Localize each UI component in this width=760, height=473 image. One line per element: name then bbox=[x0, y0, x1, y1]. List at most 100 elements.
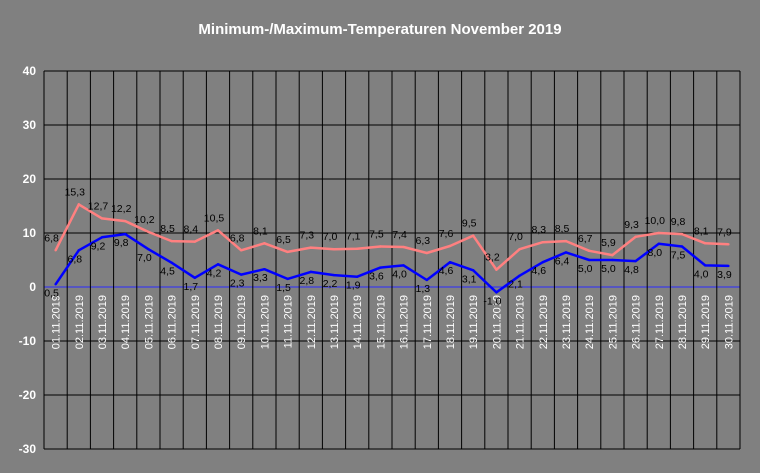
max-data-label: 8,5 bbox=[555, 223, 570, 235]
min-data-label: 4,0 bbox=[694, 268, 709, 280]
x-tick-label: 13.11.2019 bbox=[329, 295, 341, 349]
min-data-label: 9,2 bbox=[91, 240, 106, 252]
min-data-point bbox=[541, 260, 544, 264]
max-data-point bbox=[309, 246, 312, 249]
y-tick-label: -10 bbox=[19, 334, 37, 348]
min-data-point bbox=[472, 269, 475, 272]
min-data-label: 4,5 bbox=[160, 266, 175, 278]
min-data-point bbox=[147, 248, 150, 251]
x-tick-label: 06.11.2019 bbox=[167, 295, 179, 349]
min-data-point bbox=[356, 275, 359, 278]
min-data-label: 1,5 bbox=[276, 282, 291, 294]
max-data-point bbox=[54, 249, 57, 252]
min-data-label: 6,8 bbox=[67, 253, 82, 265]
max-data-label: 6,7 bbox=[578, 233, 593, 245]
min-data-label: 7,5 bbox=[671, 250, 686, 262]
max-data-point bbox=[286, 250, 289, 254]
x-tick-label: 07.11.2019 bbox=[190, 295, 202, 349]
max-data-label: 7,1 bbox=[346, 231, 361, 243]
max-data-point bbox=[170, 239, 173, 243]
min-data-label: 3,3 bbox=[253, 272, 268, 284]
max-data-point bbox=[356, 247, 359, 250]
max-data-point bbox=[495, 268, 498, 271]
min-data-label: 2,1 bbox=[508, 279, 523, 291]
max-temperature-line bbox=[54, 203, 729, 271]
min-data-label: 1,3 bbox=[415, 283, 430, 295]
min-data-point bbox=[170, 261, 173, 264]
max-data-point bbox=[680, 232, 684, 236]
y-tick-label: 40 bbox=[23, 64, 37, 78]
max-data-point bbox=[402, 245, 405, 249]
x-tick-label: 20.11.2019 bbox=[491, 295, 503, 349]
max-data-label: 7,3 bbox=[299, 230, 314, 242]
min-data-label: 3,1 bbox=[462, 273, 477, 285]
max-data-label: 6,3 bbox=[415, 235, 430, 247]
max-data-point bbox=[634, 235, 637, 238]
x-tick-label: 21.11.2019 bbox=[515, 295, 527, 349]
min-data-point bbox=[286, 277, 289, 281]
min-data-point bbox=[448, 260, 452, 264]
max-data-point bbox=[240, 249, 243, 252]
min-data-point bbox=[588, 258, 591, 262]
min-data-label: 5,0 bbox=[578, 263, 593, 275]
min-data-point bbox=[495, 291, 498, 294]
min-data-label: 4,2 bbox=[207, 267, 222, 279]
max-data-point bbox=[379, 245, 382, 248]
max-data-label: 7,5 bbox=[369, 229, 384, 241]
min-data-point bbox=[518, 274, 521, 277]
x-tick-label: 09.11.2019 bbox=[236, 295, 248, 349]
max-data-label: 12,7 bbox=[88, 200, 109, 212]
min-data-label: 3,9 bbox=[717, 269, 732, 281]
max-data-label: 5,9 bbox=[601, 237, 616, 249]
min-data-point bbox=[704, 264, 707, 267]
min-data-label: 9,8 bbox=[114, 237, 129, 249]
max-data-label: 7,6 bbox=[439, 228, 454, 240]
x-tick-label: 24.11.2019 bbox=[584, 295, 596, 349]
max-data-label: 10,2 bbox=[134, 214, 155, 226]
min-data-label: 5,0 bbox=[601, 263, 616, 275]
min-data-label: 2,3 bbox=[230, 278, 245, 290]
min-data-label: 8,0 bbox=[647, 247, 662, 259]
x-tick-label: 23.11.2019 bbox=[561, 295, 573, 349]
min-data-point bbox=[240, 273, 243, 276]
y-tick-label: -30 bbox=[19, 442, 37, 456]
min-data-label: 7,0 bbox=[137, 252, 152, 264]
x-tick-label: 28.11.2019 bbox=[677, 295, 689, 349]
x-tick-label: 27.11.2019 bbox=[654, 295, 666, 349]
min-temperature-line bbox=[54, 232, 729, 294]
min-data-point bbox=[634, 259, 637, 263]
min-data-point bbox=[379, 266, 382, 269]
x-tick-label: 10.11.2019 bbox=[259, 295, 271, 349]
max-data-point bbox=[448, 244, 452, 248]
x-tick-label: 17.11.2019 bbox=[422, 295, 434, 349]
min-data-point bbox=[611, 258, 614, 262]
chart-title: Minimum-/Maximum-Temperaturen November 2… bbox=[198, 21, 561, 38]
min-data-label: 4,0 bbox=[392, 268, 407, 280]
min-data-point bbox=[332, 273, 336, 277]
min-data-point bbox=[309, 270, 312, 274]
y-tick-label: 20 bbox=[23, 172, 37, 186]
min-data-label: 4,6 bbox=[439, 265, 454, 277]
min-data-label: 6,4 bbox=[555, 255, 570, 267]
x-tick-label: 02.11.2019 bbox=[74, 295, 86, 349]
min-data-label: -1,0 bbox=[483, 295, 501, 307]
x-tick-label: 12.11.2019 bbox=[306, 295, 318, 349]
x-tick-label: 15.11.2019 bbox=[375, 295, 387, 349]
max-data-point bbox=[704, 242, 707, 245]
max-data-label: 12,2 bbox=[111, 203, 132, 215]
max-data-label: 9,5 bbox=[462, 218, 477, 230]
max-data-label: 7,4 bbox=[392, 229, 407, 241]
x-tick-label: 16.11.2019 bbox=[399, 295, 411, 349]
min-data-label: 3,6 bbox=[369, 271, 384, 283]
x-tick-label: 18.11.2019 bbox=[445, 295, 457, 349]
plot-area: 40 30 20 10 0 -10 -20 -30 01.11.2019 02.11.2019 03… bbox=[19, 64, 741, 456]
max-data-point bbox=[425, 251, 428, 255]
y-tick-label: -20 bbox=[19, 388, 37, 402]
min-data-label: 4,8 bbox=[624, 264, 639, 276]
max-data-label: 8,1 bbox=[253, 225, 268, 237]
max-data-point bbox=[611, 253, 614, 257]
min-data-label: 1,9 bbox=[346, 280, 361, 292]
max-data-point bbox=[77, 203, 81, 206]
max-data-point bbox=[657, 231, 660, 235]
min-data-label: 2,2 bbox=[323, 278, 338, 290]
